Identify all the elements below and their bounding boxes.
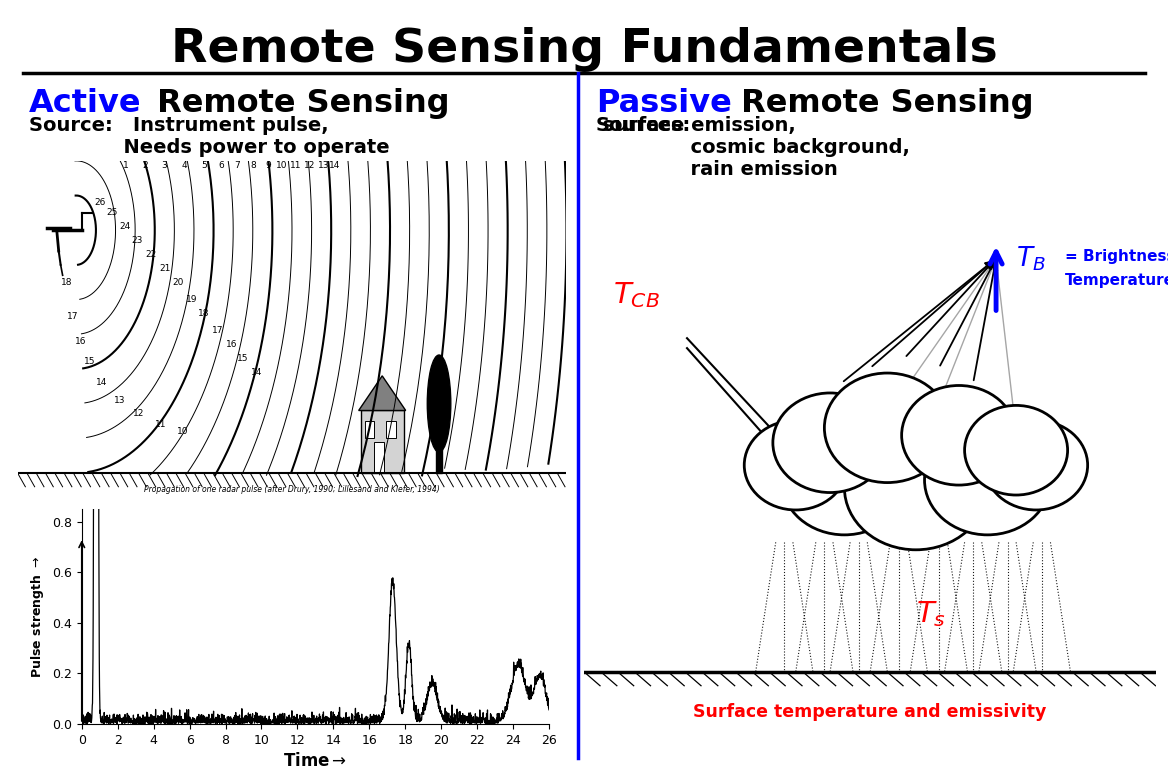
- Circle shape: [985, 421, 1087, 510]
- Bar: [361, 411, 404, 473]
- Text: 3: 3: [161, 161, 167, 169]
- Text: 8: 8: [250, 161, 256, 169]
- Circle shape: [925, 425, 1050, 535]
- Text: 16: 16: [75, 336, 86, 345]
- Text: 13: 13: [318, 161, 329, 169]
- Text: 5: 5: [201, 161, 207, 169]
- Text: 16: 16: [225, 340, 237, 349]
- Bar: [364, 421, 374, 438]
- Text: 22: 22: [145, 250, 157, 259]
- Text: 15: 15: [84, 358, 96, 366]
- Text: 14: 14: [96, 378, 107, 388]
- Text: Sources:: Sources:: [596, 116, 691, 136]
- Polygon shape: [436, 445, 442, 473]
- Text: Remote Sensing: Remote Sensing: [146, 88, 450, 119]
- Bar: [387, 421, 396, 438]
- Ellipse shape: [427, 355, 451, 452]
- Text: Propagation of one radar pulse (after Drury, 1990; Lillesand and Kiefer, 1994): Propagation of one radar pulse (after Dr…: [144, 485, 440, 494]
- Bar: [374, 442, 384, 473]
- Text: 2: 2: [142, 161, 148, 169]
- Text: surface emission,
              cosmic background,
              rain emission: surface emission, cosmic background, rai…: [596, 116, 910, 179]
- Polygon shape: [359, 376, 405, 411]
- Text: 7: 7: [235, 161, 239, 169]
- X-axis label: Time$\rightarrow$: Time$\rightarrow$: [284, 752, 347, 766]
- Text: 11: 11: [290, 161, 301, 169]
- Text: 23: 23: [132, 236, 142, 245]
- Text: 17: 17: [211, 326, 223, 336]
- Circle shape: [825, 373, 951, 483]
- Text: 9: 9: [265, 161, 271, 169]
- Text: 20: 20: [173, 278, 185, 286]
- Text: 14: 14: [329, 161, 341, 169]
- Text: 12: 12: [133, 410, 145, 418]
- Text: = Brightness: = Brightness: [1065, 248, 1168, 264]
- Text: 14: 14: [251, 368, 263, 377]
- Circle shape: [844, 425, 987, 550]
- Text: Active: Active: [29, 88, 141, 119]
- Circle shape: [744, 421, 847, 510]
- Text: Temperature: Temperature: [1065, 273, 1168, 289]
- Text: 11: 11: [155, 420, 166, 429]
- Text: 17: 17: [67, 313, 78, 322]
- Text: 15: 15: [237, 354, 249, 363]
- Y-axis label: Pulse strength $\rightarrow$: Pulse strength $\rightarrow$: [29, 555, 47, 678]
- Circle shape: [781, 425, 908, 535]
- Text: 21: 21: [159, 264, 171, 273]
- Circle shape: [773, 393, 888, 493]
- Text: 6: 6: [218, 161, 224, 169]
- Text: 10: 10: [176, 427, 188, 436]
- Text: Remote Sensing: Remote Sensing: [730, 88, 1034, 119]
- Text: 12: 12: [304, 161, 315, 169]
- Text: 18: 18: [61, 278, 72, 286]
- Text: $\mathit{T}_s$: $\mathit{T}_s$: [916, 599, 946, 629]
- Text: 10: 10: [277, 161, 288, 169]
- Circle shape: [965, 405, 1068, 495]
- Text: Passive: Passive: [596, 88, 731, 119]
- Text: 25: 25: [106, 208, 117, 218]
- Text: Surface temperature and emissivity: Surface temperature and emissivity: [694, 702, 1047, 721]
- Text: Remote Sensing Fundamentals: Remote Sensing Fundamentals: [171, 27, 997, 72]
- Text: $\mathit{T}_{CB}$: $\mathit{T}_{CB}$: [612, 280, 660, 310]
- Text: 24: 24: [120, 222, 131, 231]
- Text: 26: 26: [95, 198, 105, 207]
- Text: 4: 4: [181, 161, 187, 169]
- Circle shape: [902, 385, 1016, 485]
- Text: 18: 18: [199, 309, 209, 318]
- Text: 19: 19: [186, 295, 197, 304]
- Text: 13: 13: [113, 395, 125, 404]
- Text: Needs power to operate: Needs power to operate: [29, 138, 390, 157]
- Text: Source:   Instrument pulse,: Source: Instrument pulse,: [29, 116, 329, 136]
- Text: $\mathit{T}_B$: $\mathit{T}_B$: [1016, 244, 1045, 273]
- Text: 1: 1: [123, 161, 128, 169]
